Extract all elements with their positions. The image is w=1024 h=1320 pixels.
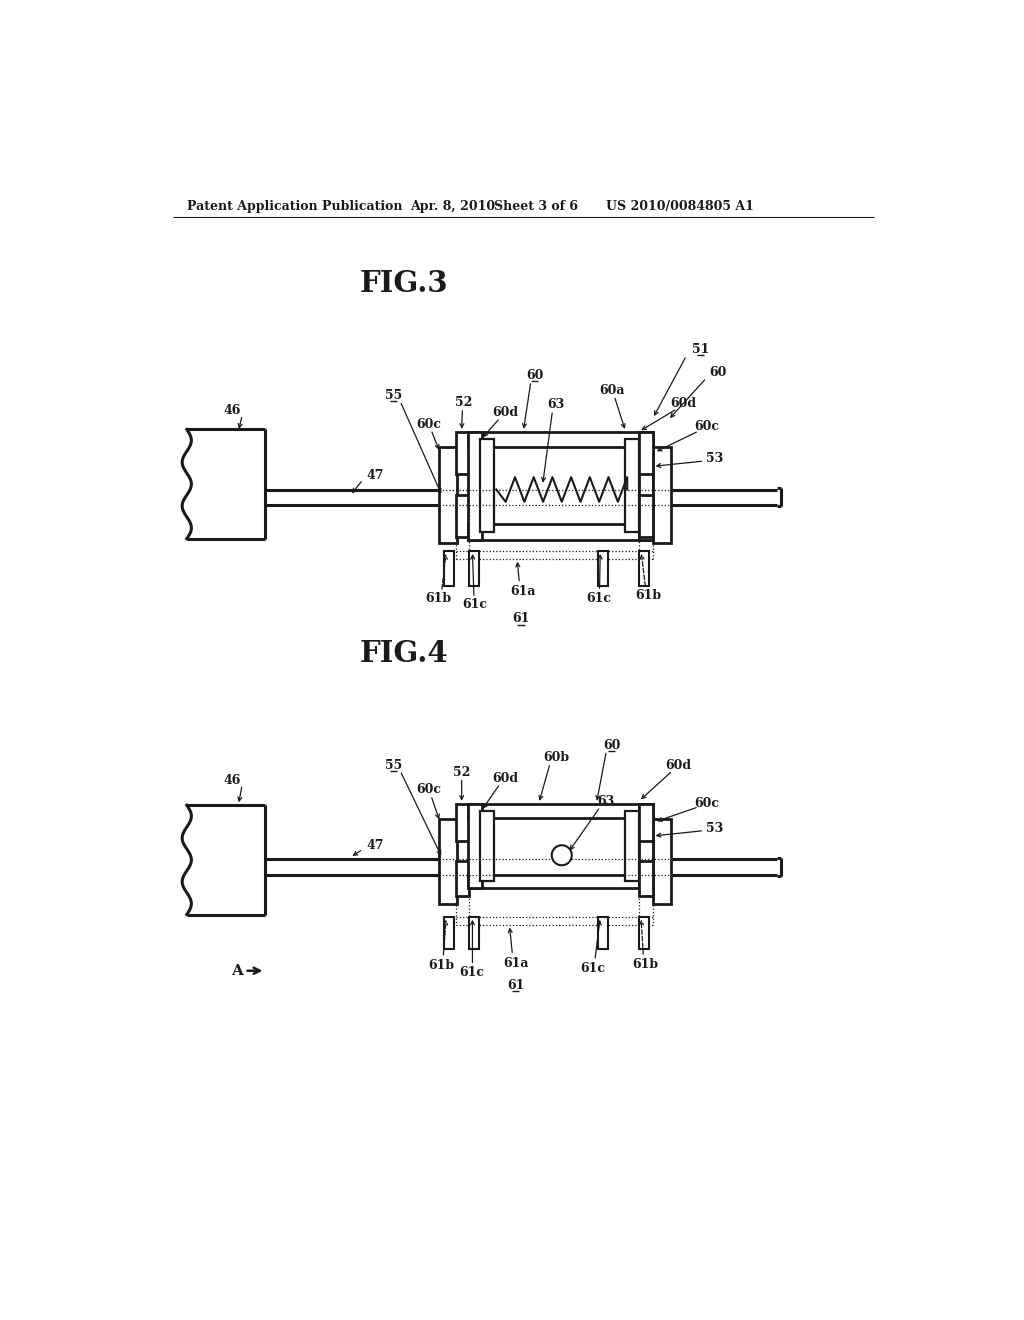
Bar [652,818,671,904]
Bar [444,917,454,949]
Text: 52: 52 [453,766,470,779]
Text: 60a: 60a [599,384,625,397]
Text: 61b: 61b [635,589,662,602]
Text: 61: 61 [512,612,529,626]
Text: FIG.3: FIG.3 [359,269,449,298]
Bar [598,552,608,586]
Text: 53: 53 [706,453,723,465]
Text: Patent Application Publication: Patent Application Publication [186,199,402,213]
Text: 60c: 60c [416,417,441,430]
Text: 60d: 60d [671,397,696,409]
Bar [639,495,652,537]
Text: Sheet 3 of 6: Sheet 3 of 6 [494,199,578,213]
Text: 52: 52 [455,396,472,409]
Bar [438,818,457,904]
Text: 63: 63 [597,795,614,808]
Text: FIG.4: FIG.4 [359,639,449,668]
Bar [456,861,469,896]
Bar [469,552,479,586]
Bar [444,552,454,586]
Text: 51: 51 [691,343,709,356]
Bar [438,447,457,544]
Text: 61a: 61a [503,957,528,970]
Text: 46: 46 [223,774,241,787]
Bar [639,861,652,896]
Bar [456,804,469,841]
Text: 61c: 61c [459,966,484,979]
Text: 61c: 61c [586,593,611,606]
Text: 60: 60 [603,739,621,751]
Bar [468,804,481,888]
Text: 60: 60 [526,370,544,381]
Text: Apr. 8, 2010: Apr. 8, 2010 [410,199,496,213]
Text: 55: 55 [384,759,401,772]
Bar [468,432,481,540]
Text: 60d: 60d [493,772,518,785]
Text: 60: 60 [710,366,727,379]
Bar [468,524,652,540]
Circle shape [552,845,571,866]
Text: US 2010/0084805 A1: US 2010/0084805 A1 [606,199,755,213]
Bar [468,432,652,447]
Text: A: A [230,964,243,978]
Text: 46: 46 [223,404,241,417]
Bar [469,917,479,949]
Text: 61: 61 [507,979,524,991]
Bar [480,440,494,532]
Text: 60d: 60d [493,407,518,418]
Bar [639,432,652,540]
Text: 60c: 60c [416,783,441,796]
Text: 55: 55 [384,389,401,403]
Text: 53: 53 [706,822,723,834]
Bar [625,440,639,532]
Bar [468,804,652,817]
Bar [468,875,652,888]
Text: 60d: 60d [666,759,692,772]
Text: 60c: 60c [694,420,719,433]
Text: 47: 47 [367,838,384,851]
Bar [456,432,469,474]
Text: 61b: 61b [426,593,452,606]
Text: 61b: 61b [428,958,454,972]
Bar [639,804,652,841]
Text: 47: 47 [367,469,384,482]
Bar [639,552,649,586]
Text: 61b: 61b [632,958,658,972]
Text: 60b: 60b [544,751,569,764]
Bar [639,432,652,474]
Text: 60c: 60c [694,797,719,810]
Text: 61c: 61c [580,962,605,975]
Bar [625,812,639,880]
Text: 61c: 61c [462,598,487,611]
Bar [639,804,652,888]
Bar [456,495,469,537]
Bar [639,917,649,949]
Text: 63: 63 [547,399,564,412]
Text: 61a: 61a [511,585,536,598]
Bar [598,917,608,949]
Bar [480,812,494,880]
Bar [652,447,671,544]
